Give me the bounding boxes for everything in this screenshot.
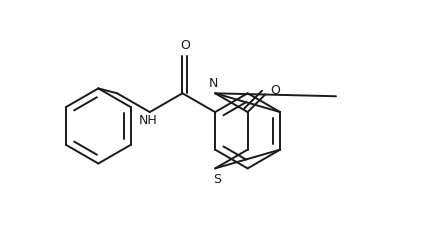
Text: S: S <box>213 173 221 186</box>
Text: O: O <box>181 39 191 52</box>
Text: NH: NH <box>138 114 157 127</box>
Text: N: N <box>208 77 218 90</box>
Text: O: O <box>270 84 280 97</box>
